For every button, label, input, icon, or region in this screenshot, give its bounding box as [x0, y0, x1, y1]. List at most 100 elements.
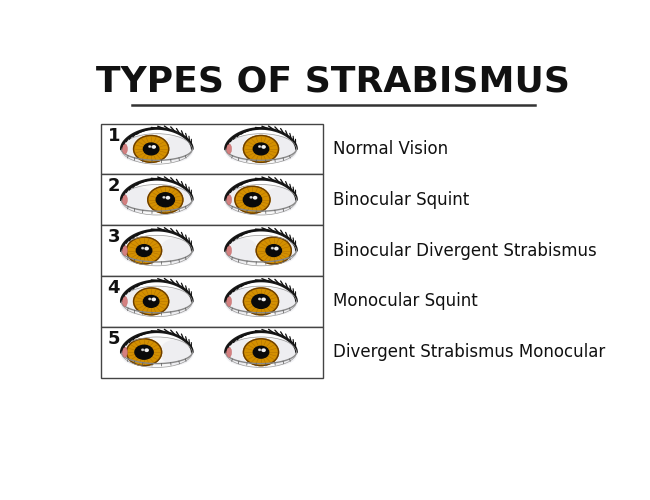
Circle shape: [262, 349, 265, 352]
Circle shape: [272, 248, 273, 249]
Circle shape: [166, 196, 170, 199]
Circle shape: [150, 188, 180, 211]
Ellipse shape: [122, 296, 127, 306]
Ellipse shape: [226, 184, 296, 215]
Circle shape: [131, 240, 157, 260]
Ellipse shape: [160, 136, 194, 162]
Circle shape: [244, 340, 278, 365]
Circle shape: [252, 294, 270, 309]
Circle shape: [127, 237, 162, 264]
Ellipse shape: [160, 340, 194, 365]
Circle shape: [254, 196, 257, 199]
Circle shape: [248, 342, 274, 362]
Circle shape: [155, 192, 175, 207]
Circle shape: [136, 244, 151, 256]
Circle shape: [144, 296, 159, 308]
Circle shape: [152, 298, 155, 300]
Circle shape: [252, 345, 270, 360]
Ellipse shape: [226, 286, 296, 316]
Circle shape: [135, 288, 168, 314]
Ellipse shape: [122, 347, 127, 358]
Circle shape: [145, 248, 148, 250]
Ellipse shape: [224, 187, 258, 212]
Ellipse shape: [264, 238, 298, 264]
Ellipse shape: [226, 337, 296, 368]
Circle shape: [142, 142, 161, 156]
Circle shape: [250, 292, 272, 310]
Circle shape: [246, 138, 276, 160]
Circle shape: [262, 298, 265, 300]
Ellipse shape: [122, 144, 127, 154]
Circle shape: [136, 138, 166, 160]
Ellipse shape: [122, 337, 192, 368]
Circle shape: [244, 339, 279, 365]
Circle shape: [142, 349, 144, 350]
Circle shape: [259, 349, 261, 350]
Circle shape: [266, 244, 281, 256]
Circle shape: [129, 239, 159, 262]
Text: Binocular Squint: Binocular Squint: [333, 191, 469, 209]
Circle shape: [252, 294, 270, 308]
Circle shape: [275, 248, 278, 250]
Circle shape: [244, 288, 278, 314]
Ellipse shape: [120, 288, 154, 314]
Circle shape: [254, 346, 268, 358]
Ellipse shape: [226, 134, 296, 164]
Ellipse shape: [224, 288, 258, 314]
Ellipse shape: [122, 184, 192, 215]
Circle shape: [248, 292, 274, 312]
Ellipse shape: [264, 136, 298, 162]
Ellipse shape: [227, 296, 231, 306]
Circle shape: [152, 146, 155, 148]
Circle shape: [144, 143, 159, 155]
Circle shape: [149, 146, 151, 147]
Text: Divergent Strabismus Monocular: Divergent Strabismus Monocular: [333, 343, 605, 361]
Circle shape: [154, 191, 177, 208]
Bar: [101, 327, 323, 378]
Circle shape: [259, 239, 289, 262]
Text: Normal Vision: Normal Vision: [333, 140, 448, 158]
Circle shape: [259, 298, 261, 300]
Bar: [101, 225, 323, 276]
Circle shape: [127, 340, 161, 365]
Circle shape: [250, 196, 252, 198]
Circle shape: [135, 136, 168, 162]
Circle shape: [140, 292, 162, 310]
Text: 3: 3: [107, 228, 120, 246]
Ellipse shape: [227, 347, 231, 358]
Circle shape: [152, 190, 179, 210]
Circle shape: [131, 342, 157, 362]
Bar: [101, 276, 323, 327]
Circle shape: [262, 146, 265, 148]
Circle shape: [135, 345, 153, 359]
Ellipse shape: [122, 246, 127, 256]
Circle shape: [142, 294, 161, 309]
Text: Binocular Divergent Strabismus: Binocular Divergent Strabismus: [333, 242, 597, 260]
Circle shape: [133, 242, 155, 260]
Text: 4: 4: [107, 279, 120, 297]
Text: 2: 2: [107, 178, 120, 196]
Circle shape: [134, 288, 169, 315]
Circle shape: [250, 344, 272, 361]
Circle shape: [250, 140, 272, 158]
Ellipse shape: [122, 194, 127, 205]
Circle shape: [236, 187, 269, 212]
Circle shape: [149, 187, 182, 212]
Ellipse shape: [227, 246, 231, 256]
Circle shape: [136, 290, 166, 313]
Circle shape: [133, 344, 155, 361]
Ellipse shape: [120, 238, 154, 264]
Circle shape: [241, 191, 264, 208]
Circle shape: [261, 240, 287, 260]
Circle shape: [244, 136, 279, 162]
Ellipse shape: [120, 136, 154, 162]
Circle shape: [163, 196, 165, 198]
Circle shape: [264, 243, 283, 258]
Ellipse shape: [227, 194, 231, 205]
Ellipse shape: [264, 288, 298, 314]
Ellipse shape: [264, 187, 298, 212]
Circle shape: [246, 341, 276, 363]
Circle shape: [243, 192, 262, 207]
Ellipse shape: [264, 340, 298, 365]
Circle shape: [127, 238, 161, 264]
